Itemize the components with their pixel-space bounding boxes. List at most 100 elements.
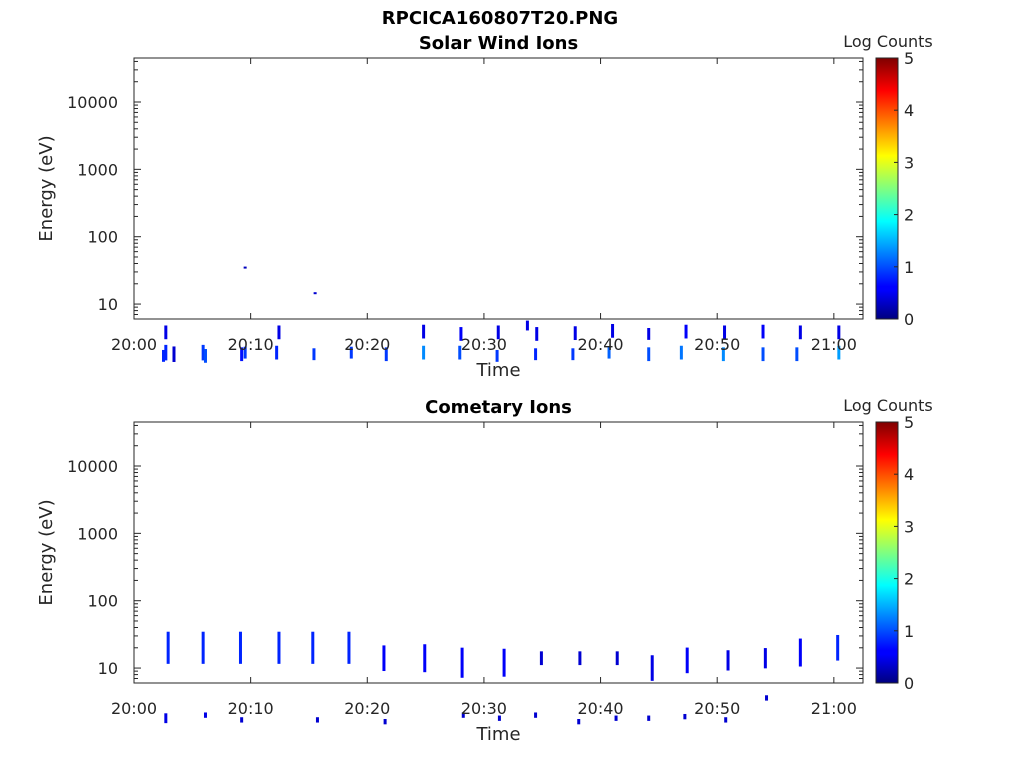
spectrogram-cell: [277, 631, 281, 664]
spectrogram-cell: [312, 348, 316, 361]
spectrogram-cell: [243, 266, 247, 269]
spectrogram-cell: [837, 325, 841, 340]
spectrogram-cell: [201, 631, 205, 664]
spectrogram-cell: [795, 347, 799, 362]
spectrogram-cell: [382, 645, 386, 672]
spectrogram-cell: [311, 631, 315, 664]
panel-title: Cometary Ions: [425, 397, 572, 418]
colorbar-tick-label: 1: [904, 258, 914, 277]
spectrogram-cell: [164, 344, 168, 361]
x-tick-label: 20:50: [694, 699, 740, 718]
spectrogram-cell: [238, 631, 242, 664]
colorbar-tick-label: 5: [904, 413, 914, 432]
x-axis-label: Time: [475, 724, 520, 745]
spectrogram-cell: [203, 349, 207, 363]
spectrogram-cell: [798, 325, 802, 340]
colorbar-tick-label: 2: [904, 570, 914, 589]
spectrogram-cell: [349, 346, 353, 359]
panel-2: 20:00 20:10 20:20 20:30 20:40 20:50 21:0010100…: [36, 396, 933, 745]
spectrogram-cell: [243, 346, 247, 359]
x-tick-label: 20:30: [461, 335, 507, 354]
spectrogram-cell: [275, 345, 279, 360]
colorbar-tick-label: 5: [904, 49, 914, 68]
spectrogram-cell: [495, 349, 499, 362]
x-tick-label: 20:50: [694, 335, 740, 354]
spectrogram-cell: [172, 346, 176, 362]
spectrogram-cell: [837, 345, 841, 360]
spectrogram-cell: [384, 347, 388, 362]
spectrogram-cell: [573, 326, 577, 341]
spectrogram-cell: [647, 715, 651, 721]
colorbar-label: Log Counts: [843, 32, 933, 51]
spectrogram-cell: [607, 346, 611, 359]
x-tick-label: 20:00: [111, 699, 157, 718]
colorbar-tick-label: 3: [904, 517, 914, 536]
spectrogram-cell: [458, 345, 462, 360]
spectrogram-cell: [798, 638, 802, 667]
colorbar-tick-label: 2: [904, 206, 914, 225]
spectrogram-cell: [647, 347, 651, 362]
y-tick-label: 10000: [67, 93, 118, 112]
spectrogram-cell: [611, 323, 615, 338]
spectrogram-cell: [161, 349, 165, 362]
spectrogram-cell: [679, 345, 683, 360]
spectrogram-cell: [723, 325, 727, 340]
x-axis-label: Time: [475, 360, 520, 381]
spectrogram-cell: [614, 715, 618, 721]
spectrogram-cell: [525, 320, 529, 331]
y-tick-label: 10: [98, 659, 118, 678]
spectrogram-cell: [383, 718, 387, 725]
spectrogram-cell: [685, 647, 689, 674]
figure-title: RPCICA160807T20.PNG: [382, 8, 618, 29]
spectrogram-cell: [277, 325, 281, 340]
spectrogram-cell: [763, 648, 767, 669]
plot-area-frame: [133, 421, 864, 684]
spectrogram-cell: [459, 327, 463, 341]
spectrogram-cell: [578, 651, 582, 666]
y-tick-label: 100: [87, 228, 118, 247]
spectrogram-cell: [201, 344, 205, 361]
x-tick-label: 20:20: [344, 335, 390, 354]
x-tick-label: 20:40: [578, 699, 624, 718]
spectrogram-cell: [534, 712, 538, 718]
spectrogram-cell: [535, 327, 539, 341]
spectrogram-cell: [422, 345, 426, 360]
spectrogram-cell: [726, 650, 730, 671]
spectrogram-cell: [724, 717, 728, 723]
spectrogram-cell: [683, 713, 687, 720]
spectrogram-cell: [650, 655, 654, 681]
x-tick-label: 21:00: [811, 335, 857, 354]
spectrogram-cell: [761, 324, 765, 339]
x-tick-label: 21:00: [811, 699, 857, 718]
colorbar-tick-label: 4: [904, 101, 914, 120]
x-tick-label: 20:40: [578, 335, 624, 354]
y-tick-label: 100: [87, 592, 118, 611]
spectrogram-cell: [164, 713, 168, 724]
x-tick-label: 20:10: [228, 699, 274, 718]
colorbar-label: Log Counts: [843, 396, 933, 415]
spectrogram-cell: [166, 631, 170, 664]
spectrogram-cell: [164, 325, 168, 340]
y-tick-label: 10000: [67, 457, 118, 476]
spectrogram-cell: [423, 644, 427, 673]
y-tick-label: 10: [98, 295, 118, 314]
spectrogram-cell: [615, 651, 619, 666]
spectrogram-cell: [496, 325, 500, 340]
colorbar: [875, 421, 899, 684]
panel-title: Solar Wind Ions: [419, 33, 578, 54]
y-axis-label: Energy (eV): [36, 499, 57, 605]
spectrogram-cell: [502, 648, 506, 677]
plot-area-frame: [133, 57, 864, 320]
spectrogram-cell: [347, 631, 351, 664]
x-tick-label: 20:20: [344, 699, 390, 718]
spectrogram-cell: [315, 717, 319, 723]
colorbar-tick-label: 1: [904, 622, 914, 641]
spectrogram-cell: [422, 324, 426, 339]
x-tick-label: 20:10: [228, 335, 274, 354]
y-tick-label: 1000: [77, 160, 118, 179]
colorbar-tick-label: 0: [904, 310, 914, 329]
spectrogram-cell: [836, 634, 840, 661]
spectrogram-cell: [539, 651, 543, 666]
